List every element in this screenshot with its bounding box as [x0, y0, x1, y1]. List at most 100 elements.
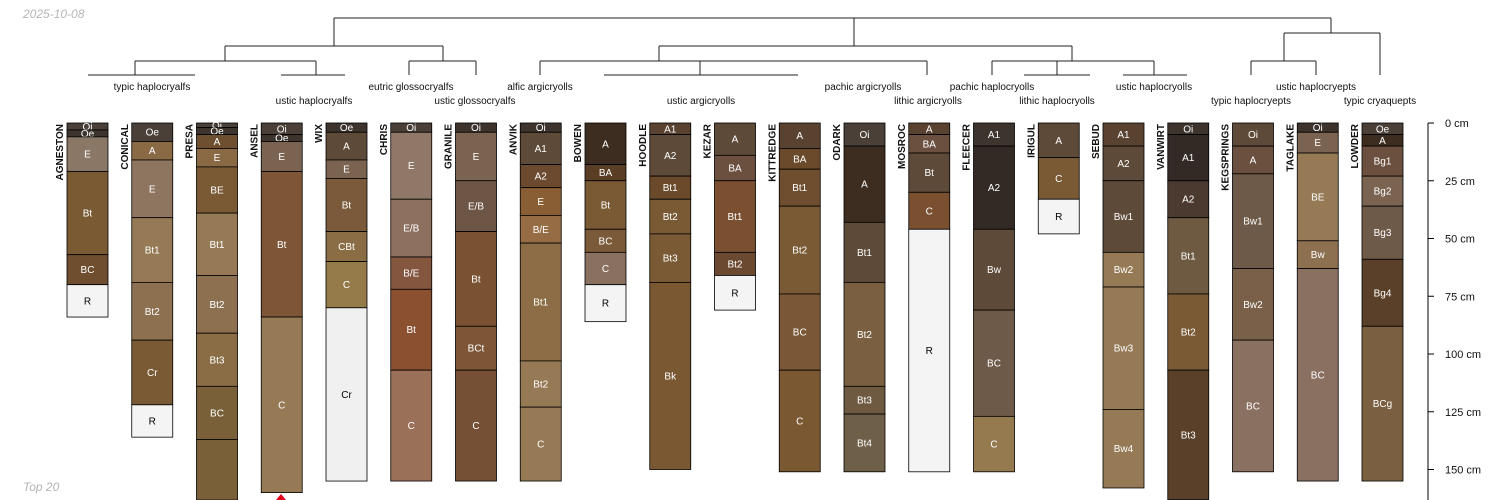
- profile-name: HOODLE: [638, 124, 649, 167]
- horizon-block: [196, 275, 238, 334]
- horizon-block: [519, 214, 562, 244]
- horizon-label: BC: [599, 236, 613, 247]
- horizon-label: Bw1: [1243, 217, 1263, 228]
- horizon-label: Cr: [341, 390, 352, 401]
- horizon-label: E: [214, 153, 221, 164]
- horizon-block: [1102, 145, 1145, 182]
- date-label: 2025-10-08: [23, 7, 85, 21]
- horizon-label: Oi: [83, 122, 93, 133]
- horizon-label: Bk: [664, 371, 677, 382]
- horizon-label: B/E: [403, 269, 419, 280]
- taxa-labels: typic haplocryalfs ustic haplocryalfs eutr…: [114, 82, 1416, 107]
- depth-marker-icon: [276, 494, 286, 500]
- horizon-block: [196, 439, 238, 500]
- horizon-label: A1: [1182, 153, 1195, 164]
- horizon-block: [714, 275, 756, 311]
- horizon-block: [131, 217, 174, 283]
- horizon-label: E: [408, 161, 415, 172]
- horizon-label: Bw2: [1243, 300, 1263, 311]
- horizon-block: [843, 413, 886, 473]
- horizon-label: BC: [1311, 370, 1325, 381]
- profile-hoodle: HOODLE A1 A2 Bt1 Bt2 Bt3 Bk: [638, 122, 692, 470]
- horizon-label: A2: [1117, 159, 1130, 170]
- dendrogram: [88, 17, 1381, 76]
- footer-note: Top 20: [23, 480, 60, 494]
- profile-sebud: SEBUD A1 A2 Bw1 Bw2 Bw3 Bw4: [1091, 122, 1145, 489]
- horizon-label: R: [731, 288, 738, 299]
- horizon-label: Bt3: [1181, 430, 1196, 441]
- horizon-label: Bt2: [857, 330, 872, 341]
- horizon-block: [584, 180, 627, 230]
- horizon-label: Bt3: [857, 396, 872, 407]
- horizon-block: [131, 159, 174, 219]
- horizon-label: Bt: [925, 168, 935, 179]
- horizon-block: [325, 307, 368, 482]
- horizon-block: [455, 231, 497, 327]
- horizon-label: C: [990, 440, 997, 451]
- horizon-block: [131, 404, 174, 438]
- horizon-block: [1232, 173, 1274, 269]
- horizon-label: Oe: [340, 123, 354, 134]
- horizon-label: BC: [81, 265, 95, 276]
- horizon-block: [584, 284, 627, 323]
- horizon-label: A: [602, 139, 609, 150]
- horizon-label: Oe: [1376, 124, 1390, 135]
- profile-name: KITTREDGE: [767, 124, 778, 182]
- depth-tick-label: 150 cm: [1445, 465, 1481, 477]
- horizon-label: A2: [664, 151, 677, 162]
- horizon-label: E: [1314, 138, 1321, 149]
- horizon-block: [1037, 122, 1080, 159]
- profile-name: CHRIS: [379, 124, 390, 155]
- horizon-label: Bt2: [792, 246, 807, 257]
- horizon-block: [908, 191, 951, 230]
- horizon-block: [66, 136, 109, 172]
- horizon-label: Bt1: [663, 183, 678, 194]
- horizon-block: [778, 293, 821, 371]
- horizon-label: Bt3: [209, 355, 224, 366]
- profile-name: LOWDER: [1350, 123, 1361, 168]
- taxon-label: lithic argicryolls: [894, 96, 962, 107]
- horizon-label: BE: [1311, 192, 1325, 203]
- horizon-block: [66, 284, 109, 318]
- horizon-block: [260, 141, 303, 172]
- profile-name: AGNESTON: [55, 124, 66, 181]
- horizon-block: [1232, 339, 1274, 473]
- horizon-block: [973, 309, 1015, 417]
- horizon-label: Bw: [987, 265, 1002, 276]
- profile-name: KEZAR: [703, 123, 714, 158]
- horizon-label: Oi: [536, 123, 546, 134]
- horizon-label: A1: [988, 130, 1001, 141]
- horizon-label: BA: [793, 154, 807, 165]
- horizon-label: C: [926, 206, 933, 217]
- horizon-block: [1167, 134, 1210, 182]
- horizon-label: Oi: [277, 124, 287, 135]
- horizon-label: Oi: [406, 123, 416, 134]
- horizon-block: [1361, 175, 1404, 207]
- horizon-label: Bt3: [663, 254, 678, 265]
- horizon-label: BA: [599, 168, 613, 179]
- horizon-label: Bt2: [1181, 328, 1196, 339]
- horizon-block: [973, 415, 1015, 473]
- horizon-block: [1232, 268, 1274, 341]
- horizon-label: C: [472, 421, 479, 432]
- profile-odark: ODARK Oi A Bt1 Bt2 Bt3 Bt4: [832, 122, 886, 473]
- horizon-label: Bt2: [663, 212, 678, 223]
- horizon-block: [519, 242, 562, 362]
- horizon-label: A: [1250, 155, 1257, 166]
- horizon-label: BC: [793, 328, 807, 339]
- taxon-label: ustic haplocryolls: [1116, 82, 1192, 93]
- horizon-label: R: [926, 346, 933, 357]
- horizon-block: [584, 122, 627, 165]
- horizon-label: E: [278, 152, 285, 163]
- horizon-block: [519, 131, 562, 165]
- horizon-label: C: [1055, 174, 1062, 185]
- horizon-block: [131, 281, 174, 341]
- horizon-label: E: [343, 165, 350, 176]
- horizon-block: [455, 369, 497, 482]
- depth-tick-label: 125 cm: [1445, 407, 1481, 419]
- horizon-label: BA: [728, 164, 742, 175]
- horizon-label: Oi: [860, 130, 870, 141]
- horizon-label: R: [602, 299, 609, 310]
